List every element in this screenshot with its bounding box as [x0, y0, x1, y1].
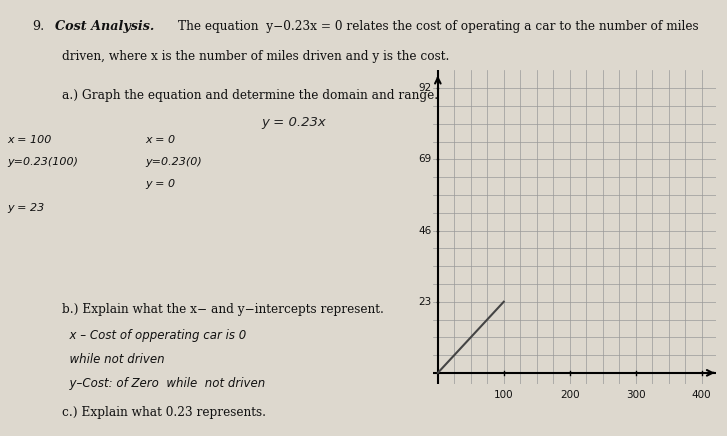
- Text: a.) Graph the equation and determine the domain and range.: a.) Graph the equation and determine the…: [62, 89, 438, 102]
- Text: y = 0.23x: y = 0.23x: [262, 116, 326, 129]
- Text: 200: 200: [560, 390, 579, 400]
- Text: Cost Analysis.: Cost Analysis.: [55, 20, 154, 33]
- Text: 69: 69: [418, 154, 431, 164]
- Text: driven, where x is the number of miles driven and y is the cost.: driven, where x is the number of miles d…: [62, 50, 449, 63]
- Text: x – Cost of opperating car is 0: x – Cost of opperating car is 0: [62, 329, 246, 342]
- Text: y–Cost: of Zero  while  not driven: y–Cost: of Zero while not driven: [62, 377, 265, 390]
- Text: b.) Explain what the x− and y−intercepts represent.: b.) Explain what the x− and y−intercepts…: [62, 303, 384, 316]
- Text: 92: 92: [418, 83, 431, 93]
- Text: y = 0: y = 0: [145, 179, 175, 189]
- Text: 46: 46: [418, 225, 431, 235]
- Text: x = 0: x = 0: [145, 135, 175, 145]
- Text: y=0.23(100): y=0.23(100): [7, 157, 79, 167]
- Text: The equation  y−0.23x = 0 relates the cost of operating a car to the number of m: The equation y−0.23x = 0 relates the cos…: [178, 20, 699, 33]
- Text: while not driven: while not driven: [62, 353, 164, 366]
- Text: x = 100: x = 100: [7, 135, 52, 145]
- Text: 9.: 9.: [33, 20, 45, 33]
- Text: y = 23: y = 23: [7, 203, 44, 213]
- Text: y=0.23(0): y=0.23(0): [145, 157, 202, 167]
- Text: 300: 300: [626, 390, 646, 400]
- Text: 23: 23: [418, 297, 431, 307]
- Text: c.) Explain what 0.23 represents.: c.) Explain what 0.23 represents.: [62, 406, 266, 419]
- Text: 100: 100: [494, 390, 513, 400]
- Text: 400: 400: [692, 390, 712, 400]
